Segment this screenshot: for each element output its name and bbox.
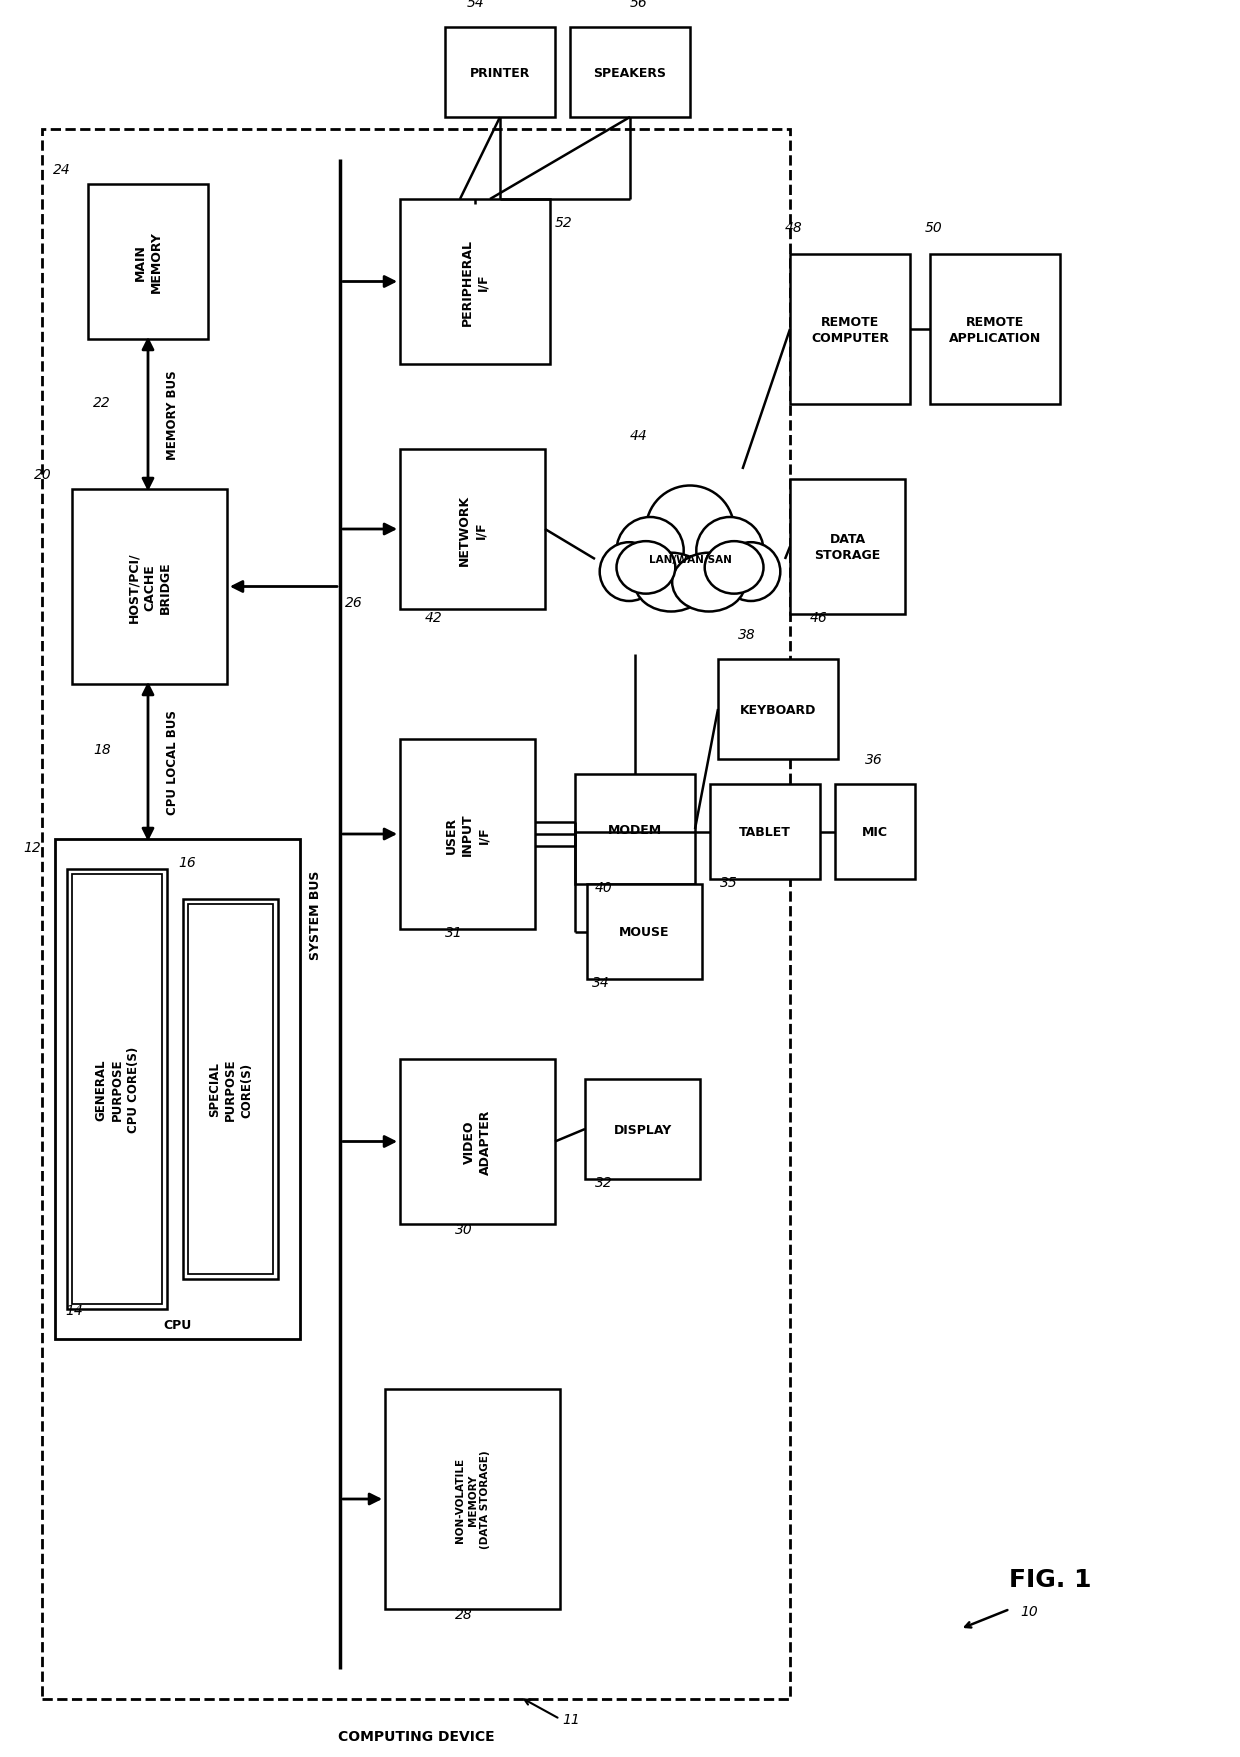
Ellipse shape	[646, 487, 734, 575]
Bar	[42, 130, 790, 1699]
Text: MOUSE: MOUSE	[619, 926, 670, 938]
Bar	[575, 775, 694, 884]
Text: 46: 46	[810, 611, 828, 625]
Text: 54: 54	[467, 0, 485, 11]
Text: 11: 11	[562, 1711, 580, 1725]
Text: MAIN
MEMORY: MAIN MEMORY	[134, 232, 162, 293]
Text: 18: 18	[93, 743, 110, 757]
Text: 28: 28	[455, 1608, 472, 1622]
Bar	[188, 905, 273, 1274]
Ellipse shape	[722, 543, 780, 601]
Ellipse shape	[697, 518, 764, 585]
Text: 56: 56	[630, 0, 647, 11]
Text: SPECIAL
PURPOSE
CORE(S): SPECIAL PURPOSE CORE(S)	[208, 1058, 253, 1121]
Text: 40: 40	[595, 880, 613, 894]
Text: 16: 16	[179, 856, 196, 870]
Text: 42: 42	[425, 611, 443, 625]
Text: KEYBOARD: KEYBOARD	[740, 703, 816, 717]
Text: MIC: MIC	[862, 826, 888, 838]
Text: 44: 44	[630, 429, 647, 443]
Bar	[711, 785, 820, 880]
Text: USER
INPUT
I/F: USER INPUT I/F	[445, 813, 490, 856]
Text: NON-VOLATILE
MEMORY
(DATA STORAGE): NON-VOLATILE MEMORY (DATA STORAGE)	[455, 1450, 490, 1548]
Text: 50: 50	[925, 221, 942, 235]
Ellipse shape	[600, 543, 658, 601]
Bar	[930, 255, 1060, 404]
Bar	[401, 200, 551, 365]
Bar	[718, 659, 838, 759]
Bar	[587, 884, 702, 979]
Text: 38: 38	[738, 627, 755, 641]
Text: NETWORK
I/F: NETWORK I/F	[458, 494, 487, 566]
Text: REMOTE
APPLICATION: REMOTE APPLICATION	[949, 315, 1042, 344]
Text: 34: 34	[591, 975, 610, 989]
Ellipse shape	[704, 541, 764, 594]
Ellipse shape	[635, 553, 708, 611]
Text: TABLET: TABLET	[739, 826, 791, 838]
Text: DISPLAY: DISPLAY	[614, 1123, 672, 1135]
Text: LAN/WAN/SAN: LAN/WAN/SAN	[649, 555, 732, 564]
Bar	[401, 740, 534, 929]
Text: HOST/PCI/
CACHE
BRIDGE: HOST/PCI/ CACHE BRIDGE	[126, 552, 172, 622]
Text: 36: 36	[866, 752, 883, 766]
Text: MODEM: MODEM	[608, 822, 662, 836]
Text: VIDEO
ADAPTER: VIDEO ADAPTER	[463, 1109, 492, 1174]
Bar	[835, 785, 915, 880]
Text: 26: 26	[345, 596, 363, 610]
Text: 12: 12	[24, 840, 41, 854]
Text: MEMORY BUS: MEMORY BUS	[166, 371, 179, 460]
Text: CPU: CPU	[164, 1318, 192, 1332]
Text: 35: 35	[720, 875, 738, 889]
Text: 48: 48	[785, 221, 802, 235]
Bar	[585, 1079, 701, 1179]
Text: FIG. 1: FIG. 1	[1009, 1567, 1091, 1592]
Text: 31: 31	[445, 926, 463, 940]
Bar	[445, 28, 556, 118]
Text: PRINTER: PRINTER	[470, 67, 531, 79]
Text: PERIPHERAL
I/F: PERIPHERAL I/F	[460, 239, 490, 325]
Text: 10: 10	[1021, 1604, 1038, 1618]
Ellipse shape	[616, 541, 676, 594]
Bar	[384, 1390, 560, 1609]
Text: CPU LOCAL BUS: CPU LOCAL BUS	[166, 710, 179, 815]
Bar	[72, 490, 227, 685]
Ellipse shape	[616, 518, 683, 585]
Text: 24: 24	[53, 163, 71, 177]
Text: SYSTEM BUS: SYSTEM BUS	[309, 870, 322, 959]
Bar	[55, 840, 300, 1339]
Bar	[401, 1059, 556, 1225]
Bar	[72, 875, 162, 1304]
Text: 30: 30	[455, 1223, 472, 1237]
Bar	[401, 450, 546, 610]
Bar	[790, 255, 910, 404]
Text: 14: 14	[64, 1304, 83, 1318]
Text: DATA
STORAGE: DATA STORAGE	[815, 532, 880, 562]
Bar	[88, 184, 208, 339]
Bar	[790, 480, 905, 615]
Text: 20: 20	[33, 467, 52, 481]
Text: SPEAKERS: SPEAKERS	[594, 67, 667, 79]
Bar	[570, 28, 689, 118]
Text: 52: 52	[556, 216, 573, 230]
Text: 22: 22	[93, 395, 110, 409]
Text: COMPUTING DEVICE: COMPUTING DEVICE	[337, 1729, 495, 1743]
Text: REMOTE
COMPUTER: REMOTE COMPUTER	[811, 315, 889, 344]
Bar	[67, 870, 167, 1309]
Bar	[184, 900, 278, 1279]
Text: 32: 32	[595, 1175, 613, 1189]
Ellipse shape	[672, 553, 745, 611]
Text: GENERAL
PURPOSE
CPU CORE(S): GENERAL PURPOSE CPU CORE(S)	[94, 1045, 140, 1133]
